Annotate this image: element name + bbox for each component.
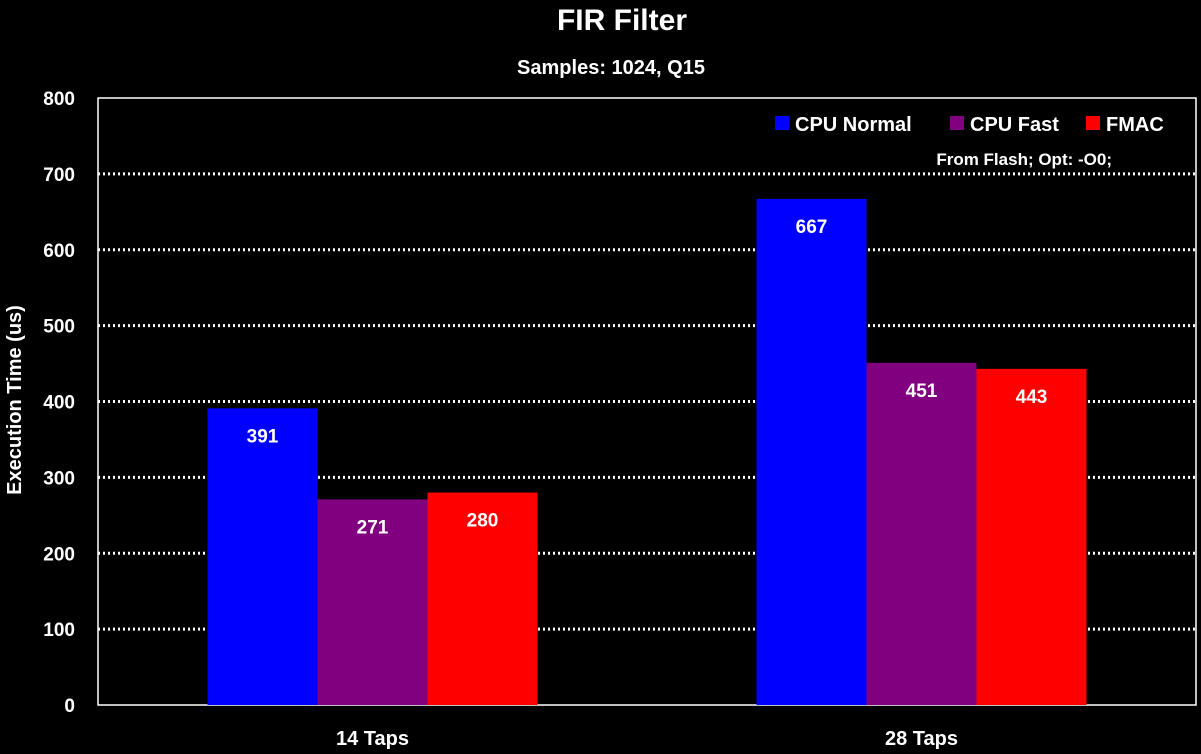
y-tick-label: 300	[43, 468, 75, 489]
bar-cpu-fast	[317, 499, 428, 705]
legend-swatch-cpu-fast	[950, 116, 964, 130]
bar-fmac	[976, 368, 1087, 705]
bar-cpu-fast	[866, 362, 977, 705]
legend-swatch-fmac	[1086, 116, 1100, 130]
y-tick-label: 600	[43, 241, 75, 262]
legend-label-cpu-normal: CPU Normal	[795, 114, 912, 136]
y-tick-label: 100	[43, 620, 75, 641]
legend-swatch-cpu-normal	[775, 116, 789, 130]
y-tick-label: 0	[64, 696, 75, 717]
chart-subtitle: Samples: 1024, Q15	[517, 57, 705, 79]
data-label: 280	[467, 511, 499, 532]
legend-label-cpu-fast: CPU Fast	[970, 114, 1059, 136]
y-tick-label: 800	[43, 89, 75, 110]
plot-border	[97, 97, 1197, 706]
data-label: 451	[906, 381, 938, 402]
bar-cpu-normal	[756, 198, 867, 705]
y-tick-label: 400	[43, 393, 75, 414]
data-label: 391	[247, 426, 279, 447]
data-label: 271	[357, 517, 389, 538]
y-tick-label: 200	[43, 544, 75, 565]
bar-fmac	[427, 492, 538, 705]
plot-area: 0 100 200 300 400 500 600 700 800 391 271 280 14 Tap…	[43, 89, 1197, 750]
data-label: 443	[1016, 387, 1048, 408]
y-tick-label: 700	[43, 165, 75, 186]
bar-cpu-normal	[207, 408, 318, 705]
data-label: 667	[796, 217, 828, 238]
legend-label-fmac: FMAC	[1106, 114, 1164, 136]
y-tick-label: 500	[43, 317, 75, 338]
y-axis-label: Execution Time (us)	[4, 305, 26, 495]
x-tick-label: 28 Taps	[885, 728, 958, 750]
chart-title: FIR Filter	[557, 4, 687, 37]
chart-annotation: From Flash; Opt: -O0;	[936, 150, 1112, 169]
x-tick-label: 14 Taps	[336, 728, 409, 750]
